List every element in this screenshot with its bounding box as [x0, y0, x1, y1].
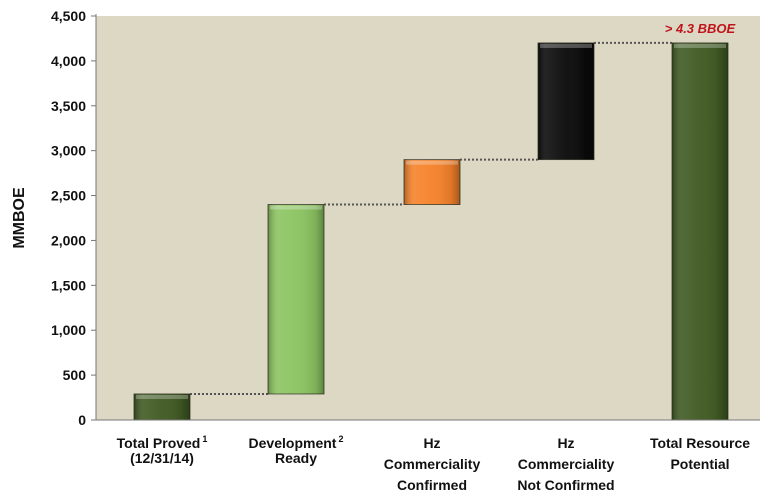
bar-bevel — [136, 394, 188, 399]
bar-shading — [672, 42, 728, 420]
y-tick-label: 1,000 — [51, 322, 86, 338]
x-category-label: Total Proved 1 (12/31/14) — [117, 434, 208, 466]
x-category-label: Total Resource Potential — [650, 435, 750, 472]
y-tick-label: 500 — [63, 367, 87, 383]
y-tick-label: 4,000 — [51, 53, 86, 69]
y-tick-label: 3,500 — [51, 98, 86, 114]
bar-bevel — [270, 205, 322, 210]
y-tick-label: 2,000 — [51, 232, 86, 248]
bar-shading — [134, 393, 190, 420]
bar-bevel — [540, 43, 592, 48]
y-axis-title: MMBOE — [11, 187, 28, 249]
y-tick-label: 0 — [78, 412, 86, 428]
y-tick-label: 1,500 — [51, 277, 86, 293]
plot-area — [96, 16, 760, 420]
y-tick-label: 4,500 — [51, 8, 86, 24]
bar-shading — [268, 204, 324, 394]
bar-annotation: > 4.3 BBOE — [665, 21, 736, 36]
x-category-label: Development 2 Ready — [249, 434, 344, 466]
y-tick-label: 2,500 — [51, 188, 86, 204]
x-category-label: Hz Commerciality Confirmed — [384, 435, 481, 493]
y-tick-label: 3,000 — [51, 143, 86, 159]
bar-bevel — [406, 160, 458, 165]
bar-shading — [538, 42, 594, 160]
x-category-label: Hz Commerciality Not Confirmed — [517, 435, 614, 493]
bar-shading — [404, 159, 460, 205]
bar-bevel — [674, 43, 726, 48]
